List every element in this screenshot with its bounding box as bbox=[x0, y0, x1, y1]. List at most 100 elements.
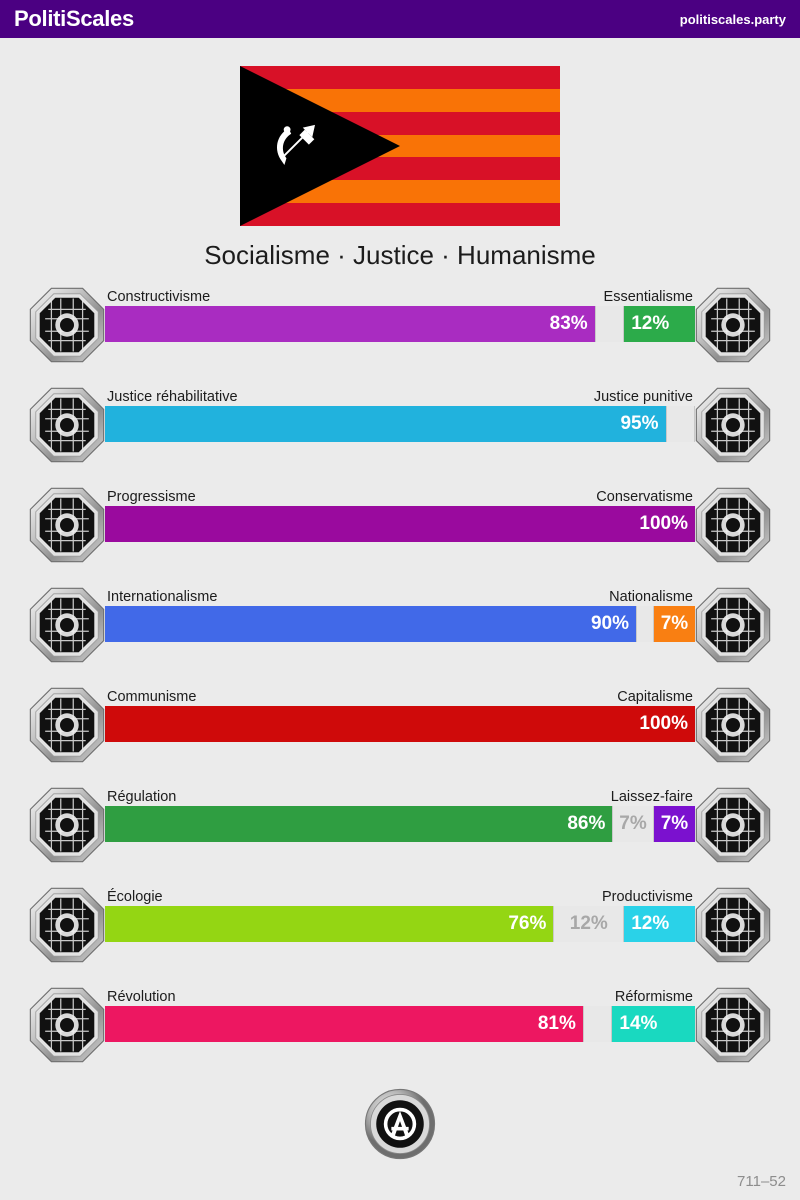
axis-body: Justice réhabilitative Justice punitive 95… bbox=[105, 380, 695, 442]
flag-container bbox=[0, 66, 800, 226]
constructivism-badge-icon bbox=[29, 287, 105, 363]
nationalism-badge-icon bbox=[695, 587, 771, 663]
axis-left-segment: 81% bbox=[105, 1006, 583, 1042]
axis-bar-track: 76% 12% 12% bbox=[105, 906, 695, 942]
axis-neutral-segment bbox=[582, 1006, 613, 1042]
axis-right-label: Conservatisme bbox=[596, 489, 693, 505]
conservatism-badge-icon bbox=[695, 487, 771, 563]
site-url-label: politiscales.party bbox=[679, 11, 786, 27]
axis-right-label: Nationalisme bbox=[609, 589, 693, 605]
axis-body: Internationalisme Nationalisme 90% 7% bbox=[105, 580, 695, 642]
axis-labels: Internationalisme Nationalisme bbox=[105, 580, 695, 606]
axis-right-value: 12% bbox=[631, 913, 670, 934]
axis-left-segment: 83% bbox=[105, 306, 595, 342]
brand-title: PolitiScales bbox=[14, 6, 134, 31]
revolution-badge-icon bbox=[29, 987, 105, 1063]
axis-bar-track: 100% bbox=[105, 506, 695, 542]
axis-neutral-segment: 12% bbox=[553, 906, 625, 942]
axis-row: Constructivisme Essentialisme 83% 12% bbox=[0, 280, 800, 380]
axis-neutral-value: 7% bbox=[619, 813, 647, 834]
axis-neutral-segment: 7% bbox=[612, 806, 654, 842]
axis-body: Régulation Laissez-faire 86% 7% 7% bbox=[105, 780, 695, 842]
axis-labels: Progressisme Conservatisme bbox=[105, 480, 695, 506]
axis-right-segment: 12% bbox=[624, 306, 695, 342]
axis-left-segment: 76% bbox=[105, 906, 554, 942]
axis-labels: Justice réhabilitative Justice punitive bbox=[105, 380, 695, 406]
result-subtitle: Socialisme · Justice · Humanisme bbox=[204, 240, 596, 270]
axis-left-label: Justice réhabilitative bbox=[107, 389, 238, 405]
axis-right-label: Réformisme bbox=[614, 989, 693, 1005]
hammer-and-sickle-icon bbox=[277, 124, 315, 166]
axis-neutral-segment bbox=[665, 406, 695, 442]
axis-right-segment: 7% bbox=[653, 806, 695, 842]
axis-row: Justice réhabilitative Justice punitive 95… bbox=[0, 380, 800, 480]
app-header: PolitiScales politiscales.party bbox=[0, 0, 800, 38]
axis-left-value: 95% bbox=[620, 413, 659, 434]
flag-triangle bbox=[240, 66, 400, 226]
axis-neutral-value: 12% bbox=[569, 913, 608, 934]
axis-labels: Révolution Réformisme bbox=[105, 980, 695, 1006]
axis-body: Constructivisme Essentialisme 83% 12% bbox=[105, 280, 695, 342]
axis-body: Progressisme Conservatisme 100% bbox=[105, 480, 695, 542]
axis-row: Révolution Réformisme 81% 14% bbox=[0, 980, 800, 1080]
axis-left-segment: 100% bbox=[105, 706, 695, 742]
axis-right-value: 7% bbox=[660, 613, 689, 634]
axis-left-segment: 86% bbox=[105, 806, 613, 842]
axis-left-label: Communisme bbox=[107, 689, 197, 705]
axis-row: Internationalisme Nationalisme 90% 7% bbox=[0, 580, 800, 680]
reformism-badge-icon bbox=[695, 987, 771, 1063]
axis-left-label: Internationalisme bbox=[107, 589, 218, 605]
axis-row: Communisme Capitalisme 100% bbox=[0, 680, 800, 780]
axis-left-value: 76% bbox=[508, 913, 547, 934]
axis-right-value: 7% bbox=[660, 813, 689, 834]
axis-row: Écologie Productivisme 76% 12% 12% bbox=[0, 880, 800, 980]
axis-left-value: 81% bbox=[537, 1013, 576, 1034]
footer-badge-container bbox=[0, 1088, 800, 1160]
result-code: 711–52 bbox=[737, 1173, 786, 1190]
axis-left-label: Progressisme bbox=[107, 489, 196, 505]
axis-body: Communisme Capitalisme 100% bbox=[105, 680, 695, 742]
axis-bar-track: 90% 7% bbox=[105, 606, 695, 642]
axis-right-label: Essentialisme bbox=[603, 289, 693, 305]
axis-bar-track: 95% bbox=[105, 406, 695, 442]
regulation-badge-icon bbox=[29, 787, 105, 863]
axis-left-segment: 100% bbox=[105, 506, 695, 542]
axis-right-value: 12% bbox=[631, 313, 670, 334]
internationalism-badge-icon bbox=[29, 587, 105, 663]
axis-left-value: 90% bbox=[590, 613, 629, 634]
essentialism-badge-icon bbox=[695, 287, 771, 363]
axis-left-label: Constructivisme bbox=[107, 289, 211, 305]
axis-labels: Constructivisme Essentialisme bbox=[105, 280, 695, 306]
axis-labels: Écologie Productivisme bbox=[105, 880, 695, 906]
axis-body: Écologie Productivisme 76% 12% 12% bbox=[105, 880, 695, 942]
axis-right-value: 14% bbox=[619, 1013, 658, 1034]
ecology-badge-icon bbox=[29, 887, 105, 963]
axis-neutral-segment bbox=[636, 606, 654, 642]
rehabilitative-justice-badge-icon bbox=[29, 387, 105, 463]
axis-left-label: Régulation bbox=[107, 789, 177, 805]
axis-right-label: Productivisme bbox=[601, 889, 693, 905]
axis-labels: Régulation Laissez-faire bbox=[105, 780, 695, 806]
productivism-badge-icon bbox=[695, 887, 771, 963]
axis-body: Révolution Réformisme 81% 14% bbox=[105, 980, 695, 1042]
axis-right-segment: 12% bbox=[624, 906, 695, 942]
axis-left-segment: 95% bbox=[105, 406, 666, 442]
axis-left-value: 100% bbox=[639, 513, 688, 534]
axis-labels: Communisme Capitalisme bbox=[105, 680, 695, 706]
axis-bar-track: 86% 7% 7% bbox=[105, 806, 695, 842]
capitalism-badge-icon bbox=[695, 687, 771, 763]
axis-row: Régulation Laissez-faire 86% 7% 7% bbox=[0, 780, 800, 880]
axis-left-value: 100% bbox=[639, 713, 688, 734]
communism-badge-icon bbox=[29, 687, 105, 763]
axis-right-label: Laissez-faire bbox=[610, 789, 693, 805]
punitive-justice-badge-icon bbox=[695, 387, 771, 463]
axis-left-label: Révolution bbox=[107, 989, 176, 1005]
axis-right-segment: 14% bbox=[612, 1006, 695, 1042]
axes-list: Constructivisme Essentialisme 83% 12% Justic… bbox=[0, 280, 800, 1080]
laissez-faire-badge-icon bbox=[695, 787, 771, 863]
axis-bar-track: 81% 14% bbox=[105, 1006, 695, 1042]
axis-bar-track: 83% 12% bbox=[105, 306, 695, 342]
progressivism-badge-icon bbox=[29, 487, 105, 563]
anarchism-medal-icon bbox=[364, 1088, 436, 1160]
